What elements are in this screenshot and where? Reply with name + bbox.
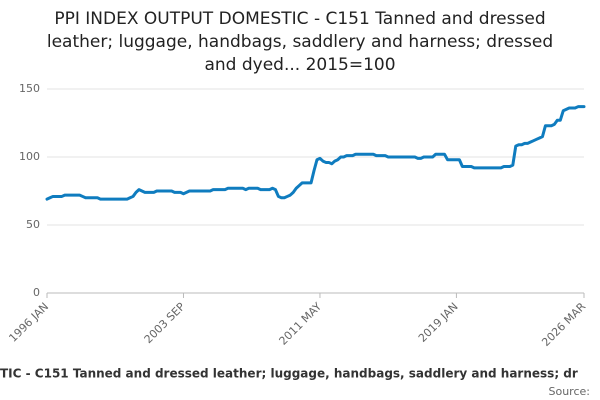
chart-title: PPI INDEX OUTPUT DOMESTIC - C151 Tanned … [54, 9, 545, 29]
chart-title: leather; luggage, handbags, saddlery and… [47, 32, 553, 52]
y-tick-label: 100 [19, 150, 40, 163]
y-tick-label: 50 [26, 218, 40, 231]
source: Source: [549, 385, 591, 398]
data-line [45, 105, 586, 201]
y-tick-label: 150 [19, 82, 40, 95]
x-tick-label: 2019 JAN [416, 300, 461, 345]
x-tick-label: 2011 MAY [277, 300, 325, 348]
x-tick-label: 2003 SEP [142, 300, 188, 346]
x-tick-label: 1996 JAN [6, 300, 51, 345]
chart-title: and dyed... 2015=100 [204, 55, 395, 75]
y-tick-label: 0 [33, 286, 40, 299]
x-axis-label: TIC - C151 Tanned and dressed leather; l… [0, 367, 578, 381]
x-tick-label: 2026 MAR [539, 300, 588, 349]
